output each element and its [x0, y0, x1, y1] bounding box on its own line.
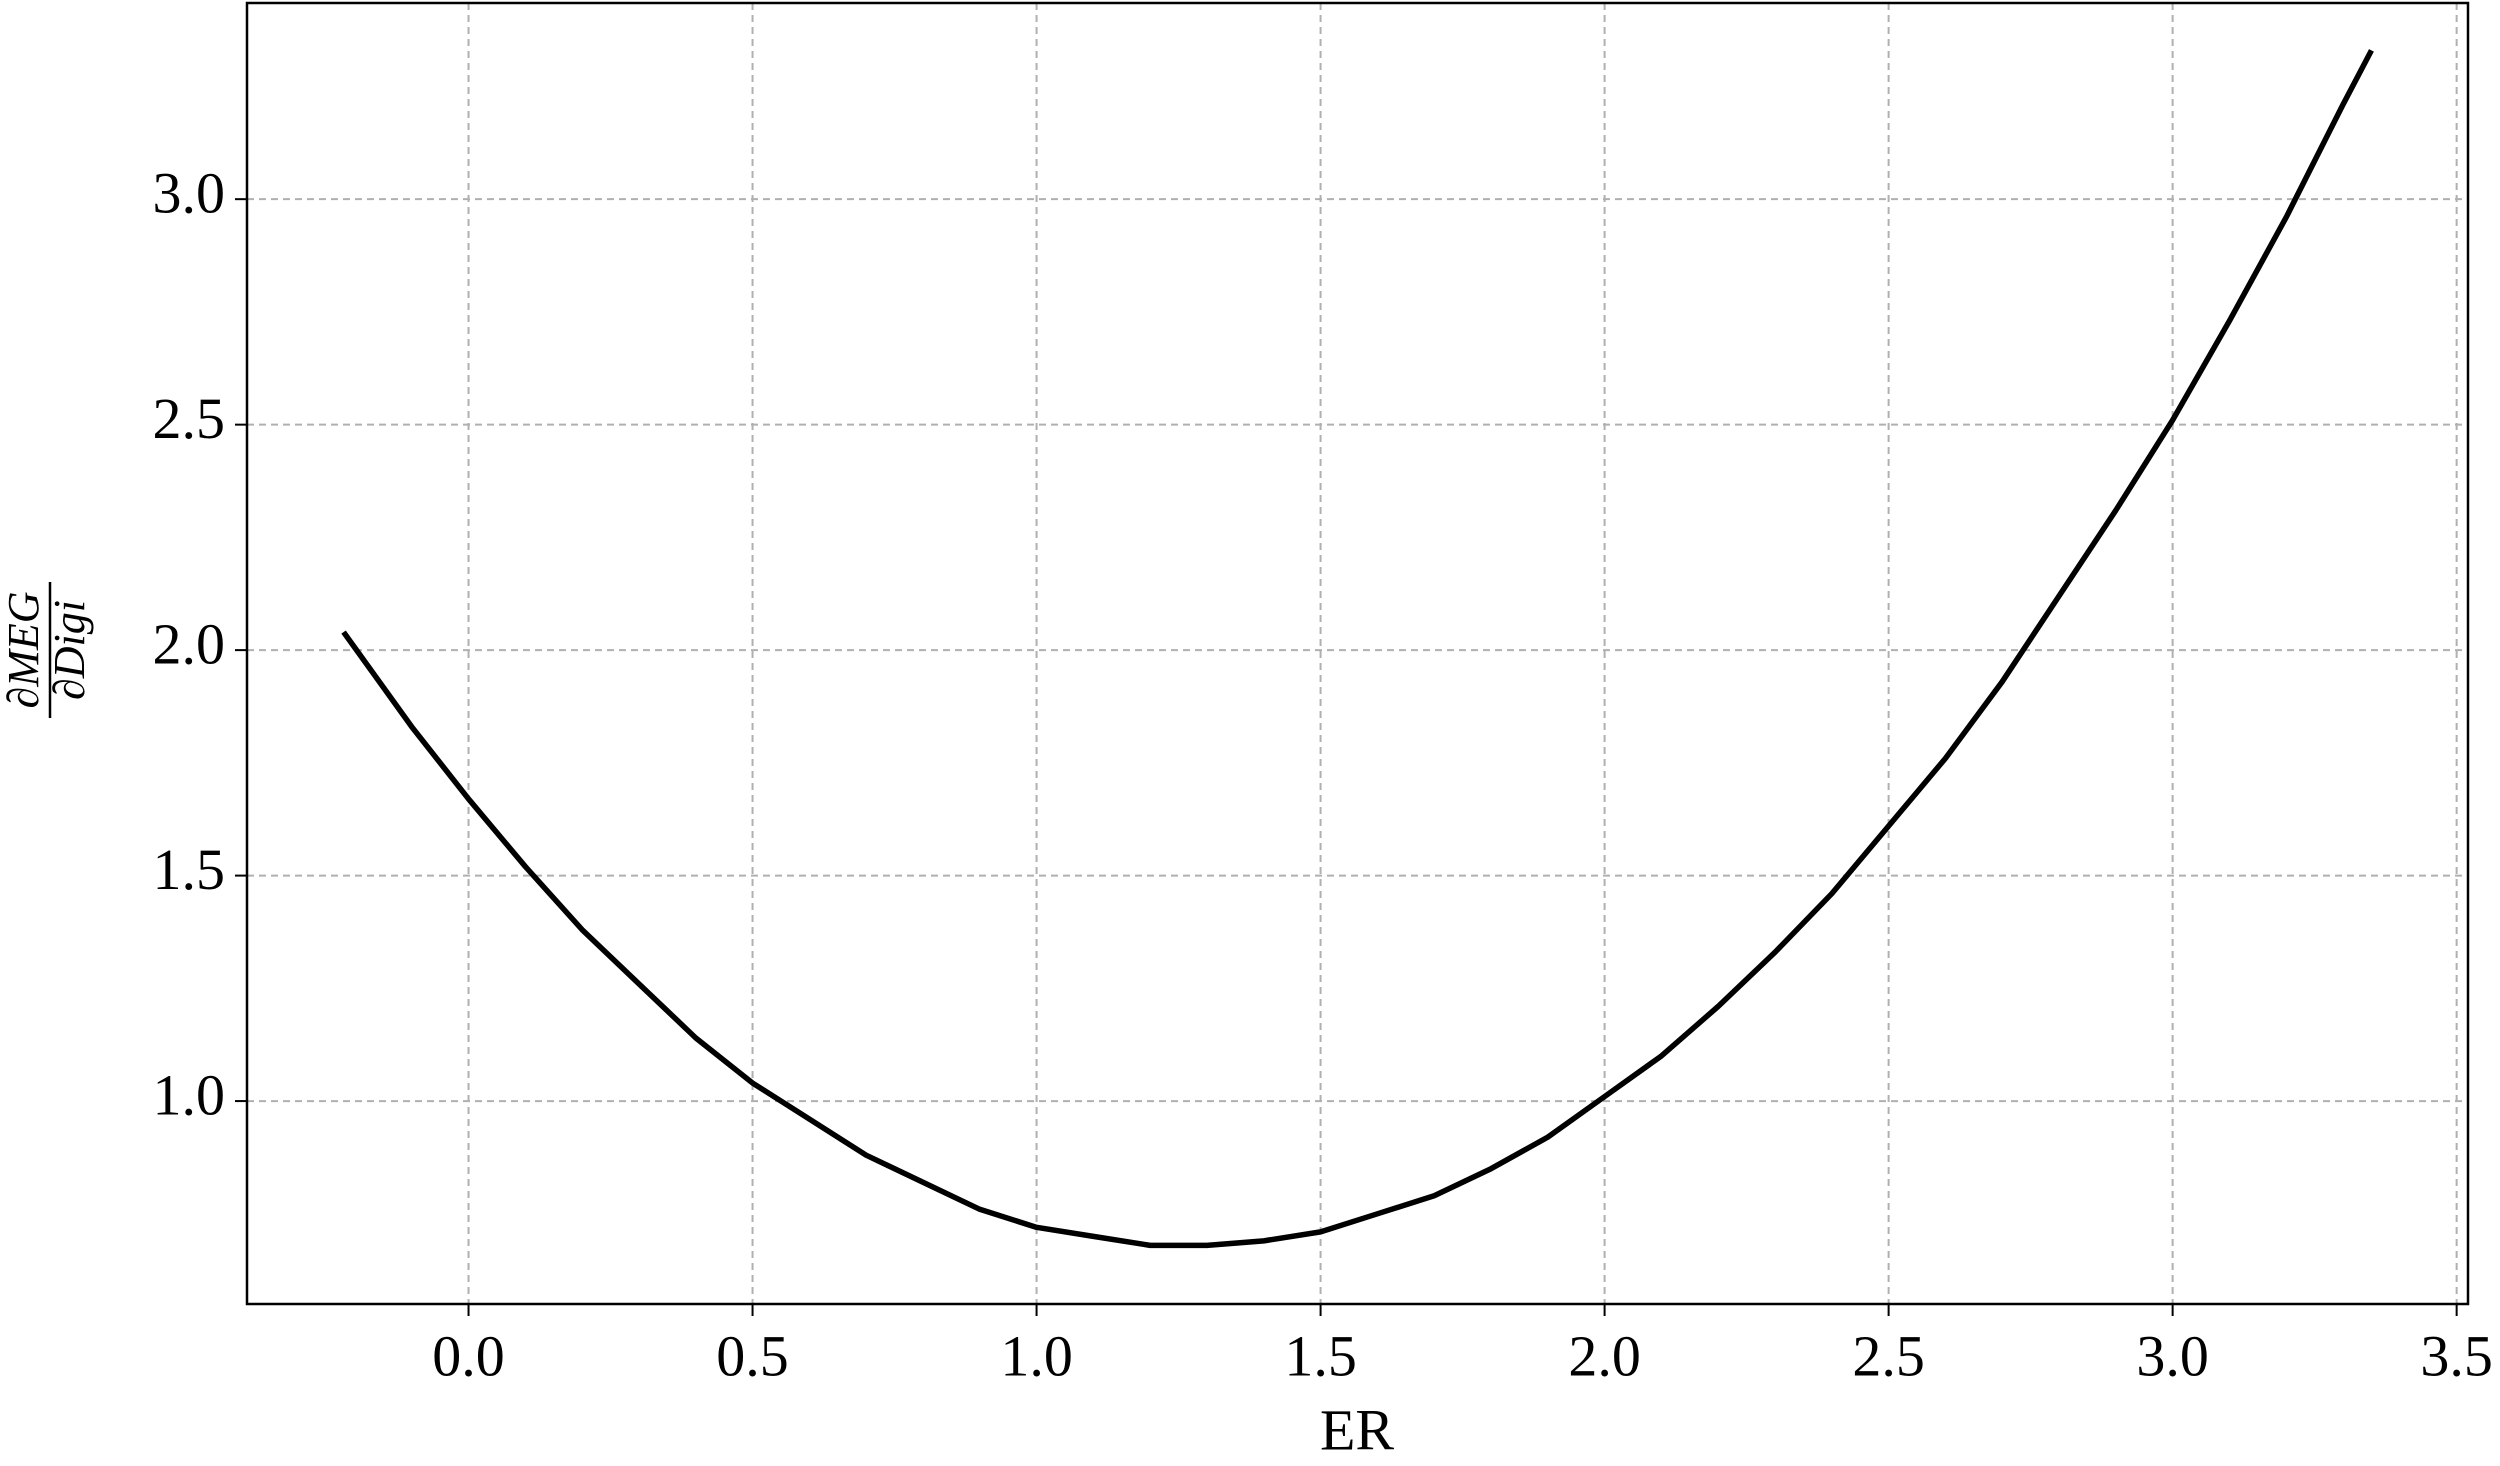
x-tick-label: 3.0 [2136, 1323, 2209, 1388]
x-tick-label: 0.0 [432, 1323, 505, 1388]
y-label-numerator: ∂MEG [0, 591, 48, 708]
x-tick-label: 0.5 [716, 1323, 789, 1388]
line [341, 49, 2374, 1249]
x-axis-label: ER [1320, 1397, 1394, 1462]
x-tick-label: 1.5 [1284, 1323, 1357, 1388]
x-tick-label: 2.0 [1568, 1323, 1641, 1388]
y-label-denominator: ∂Digi [45, 600, 94, 700]
y-tick-label: 3.0 [153, 160, 226, 225]
x-tick-label: 1.0 [1000, 1323, 1073, 1388]
plot-frame [245, 1, 2470, 1306]
y-tick-label: 2.0 [153, 611, 226, 676]
x-tick-label: 3.5 [2420, 1323, 2493, 1388]
y-axis-label: ∂MEG ∂Digi [0, 582, 94, 718]
y-tick-label: 2.5 [153, 386, 226, 451]
y-tick-label: 1.5 [153, 837, 226, 902]
y-tick-label: 1.0 [153, 1062, 226, 1127]
x-tick-label: 2.5 [1852, 1323, 1925, 1388]
